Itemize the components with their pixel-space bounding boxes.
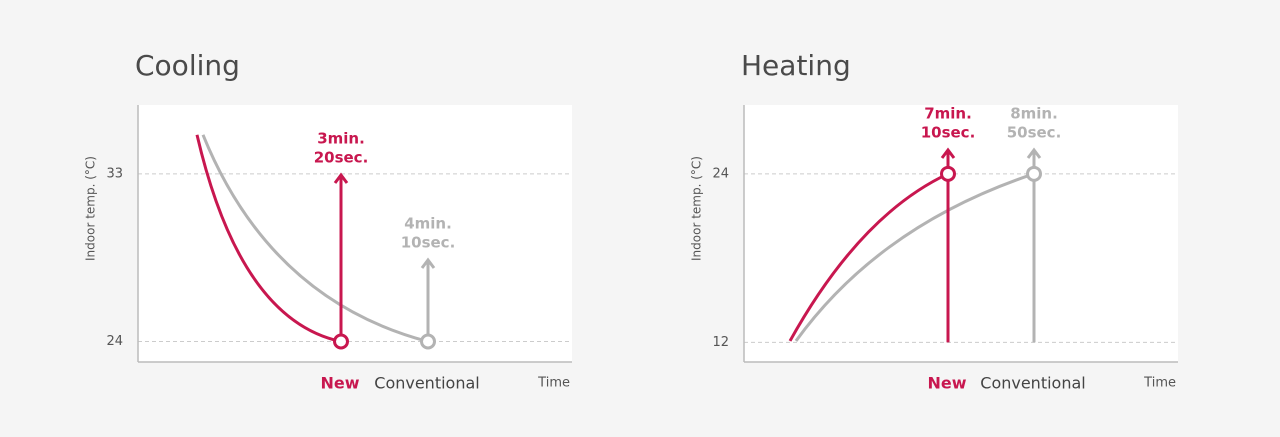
arrow-head <box>1026 147 1042 159</box>
plot-area <box>744 105 1178 362</box>
series-line <box>201 134 429 343</box>
time-label: 4min. <box>404 215 452 233</box>
series-line <box>195 134 342 343</box>
end-point <box>1026 165 1042 182</box>
x-axis-label: Time <box>1143 376 1176 391</box>
y-tick-label: 24 <box>712 166 729 181</box>
time-label: 10sec. <box>921 124 976 142</box>
y-axis-label: Indoor temp. (°C) <box>690 156 704 261</box>
y-tick-label: 12 <box>712 335 729 350</box>
end-point <box>420 333 436 350</box>
y-axis-label: Indoor temp. (°C) <box>84 156 98 261</box>
series-name: New <box>927 374 966 393</box>
end-point <box>333 333 349 350</box>
y-tick-label: 24 <box>106 334 123 349</box>
series-line <box>794 172 1035 342</box>
y-tick-label: 33 <box>106 166 123 181</box>
series-line <box>788 172 949 342</box>
x-axis-label: Time <box>537 376 570 391</box>
time-label: 20sec. <box>314 149 369 167</box>
end-point <box>940 165 956 182</box>
series-name: Conventional <box>374 374 479 393</box>
time-label: 8min. <box>1010 105 1058 123</box>
arrow-head <box>333 172 349 184</box>
time-label: 7min. <box>924 105 972 123</box>
plot-area <box>138 105 572 362</box>
time-label: 10sec. <box>401 234 456 252</box>
series-name: New <box>320 374 359 393</box>
time-label: 50sec. <box>1007 124 1062 142</box>
chart-title: Cooling <box>135 49 240 82</box>
time-label: 3min. <box>317 130 365 148</box>
series-name: Conventional <box>980 374 1085 393</box>
chart-title: Heating <box>741 49 851 82</box>
arrow-head <box>940 147 956 159</box>
arrow-head <box>420 257 436 269</box>
